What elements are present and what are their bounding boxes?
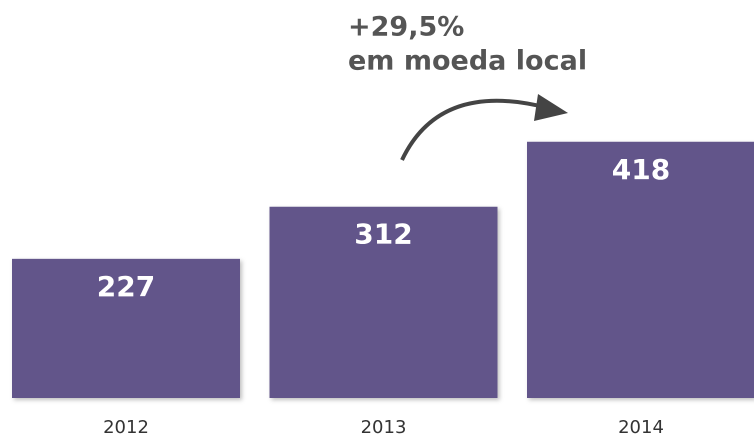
- annotation: em moeda local: [348, 46, 587, 77]
- x-tick-label: 2013: [361, 417, 407, 436]
- x-tick-label: 2012: [103, 417, 149, 436]
- arrow-head: [534, 94, 568, 121]
- annotation: +29,5%: [348, 12, 464, 43]
- value-label: 312: [354, 218, 412, 251]
- bars: 227 2012 312 2013 418 2014: [12, 141, 754, 436]
- bar: [12, 258, 240, 398]
- value-label: 227: [97, 270, 155, 303]
- bar: [269, 206, 498, 398]
- value-label: 418: [612, 153, 670, 186]
- bar: [527, 141, 754, 399]
- x-tick-label: 2014: [618, 417, 664, 436]
- growth-arrow: [400, 98, 549, 161]
